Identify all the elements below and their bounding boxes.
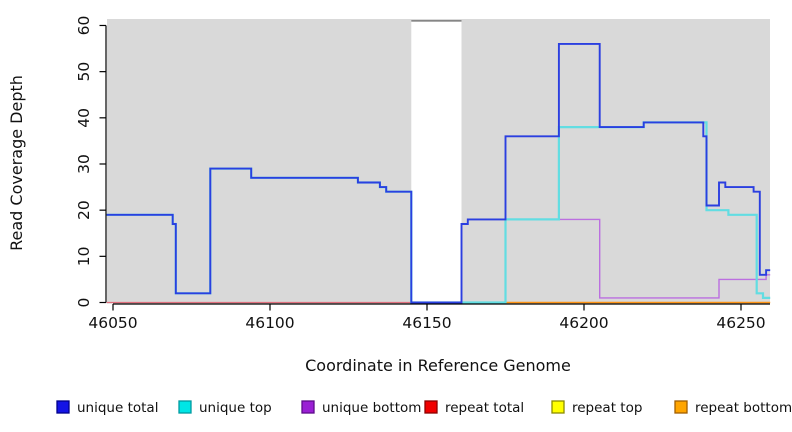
x-tick-label: 46150 [402, 314, 451, 332]
legend-item-repeat-bottom: repeat bottom [674, 400, 792, 416]
legend-label: unique total [77, 400, 158, 416]
legend-swatch [301, 400, 315, 414]
legend-label: repeat total [445, 400, 524, 416]
legend-label: unique bottom [322, 400, 421, 416]
legend-swatch [424, 400, 438, 414]
legend-label: repeat bottom [695, 400, 792, 416]
legend-label: unique top [199, 400, 272, 416]
legend-swatch [56, 400, 70, 414]
x-axis-title: Coordinate in Reference Genome [305, 356, 571, 375]
masked-region [411, 20, 462, 304]
y-tick-label: 20 [75, 200, 93, 220]
y-tick-label: 60 [75, 16, 93, 36]
x-tick-label: 46050 [88, 314, 137, 332]
masked-region-rect [411, 20, 462, 304]
x-tick-label: 46100 [245, 314, 294, 332]
legend: unique total unique top unique bottom repea… [56, 400, 792, 416]
y-tick-label: 10 [75, 246, 93, 266]
legend-swatch [178, 400, 192, 414]
legend-item-unique-top: unique top [178, 400, 272, 416]
y-tick-label: 40 [75, 108, 93, 128]
legend-item-unique-bottom: unique bottom [301, 400, 421, 416]
x-tick-label: 46200 [559, 314, 608, 332]
legend-item-repeat-total: repeat total [424, 400, 524, 416]
x-tick-label: 46250 [716, 314, 765, 332]
axes-group: 46050 46100 46150 46200 46250 0 10 20 30 40 50 60 [75, 16, 770, 332]
data-series-group [106, 42, 771, 304]
y-axis-title: Read Coverage Depth [7, 75, 26, 251]
legend-label: repeat top [572, 400, 642, 416]
legend-item-unique-total: unique total [56, 400, 158, 416]
legend-swatch [674, 400, 688, 414]
legend-item-repeat-top: repeat top [551, 400, 642, 416]
y-tick-label: 50 [75, 62, 93, 82]
legend-swatch [551, 400, 565, 414]
y-tick-label: 30 [75, 154, 93, 174]
series-unique-total [106, 42, 771, 304]
y-tick-label: 0 [75, 298, 93, 308]
